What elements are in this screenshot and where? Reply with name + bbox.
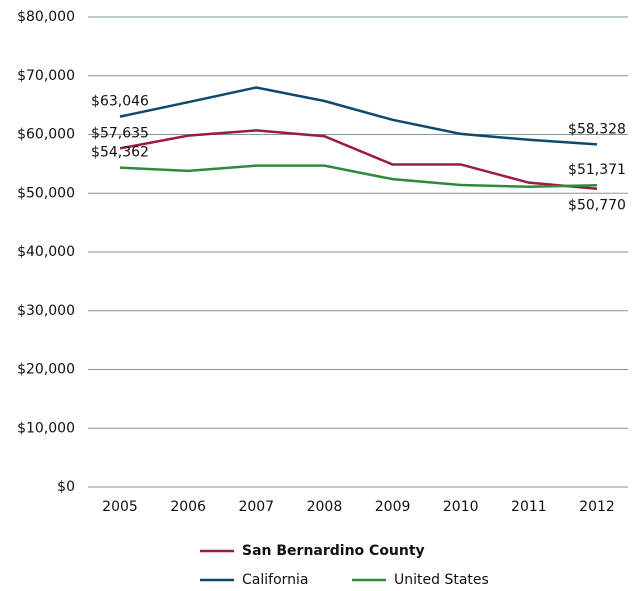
y-tick-label: $30,000 [17,303,75,319]
data-label: $54,362 [91,145,149,161]
x-tick-label: 2010 [443,499,479,515]
data-label: $57,635 [91,125,149,141]
x-tick-label: 2012 [579,499,615,515]
y-tick-label: $0 [57,479,75,495]
x-tick-label: 2011 [511,499,547,515]
data-label: $63,046 [91,94,149,110]
y-tick-label: $20,000 [17,362,75,378]
legend-label: San Bernardino County [242,543,425,559]
y-tick-label: $60,000 [17,127,75,143]
y-tick-label: $10,000 [17,420,75,436]
data-label: $50,770 [568,198,626,214]
x-tick-label: 2007 [238,499,274,515]
x-tick-label: 2008 [307,499,343,515]
x-tick-label: 2006 [170,499,206,515]
legend-label: United States [394,572,489,588]
line-series [119,86,598,146]
y-tick-label: $70,000 [17,68,75,84]
y-tick-label: $50,000 [17,185,75,201]
legend-label: California [242,572,308,588]
y-tick-label: $80,000 [17,9,75,25]
data-label: $51,371 [568,162,626,178]
line-series [119,164,598,189]
x-tick-label: 2009 [375,499,411,515]
y-tick-label: $40,000 [17,244,75,260]
data-label: $58,328 [568,121,626,137]
line-series [119,129,598,190]
x-tick-label: 2005 [102,499,138,515]
